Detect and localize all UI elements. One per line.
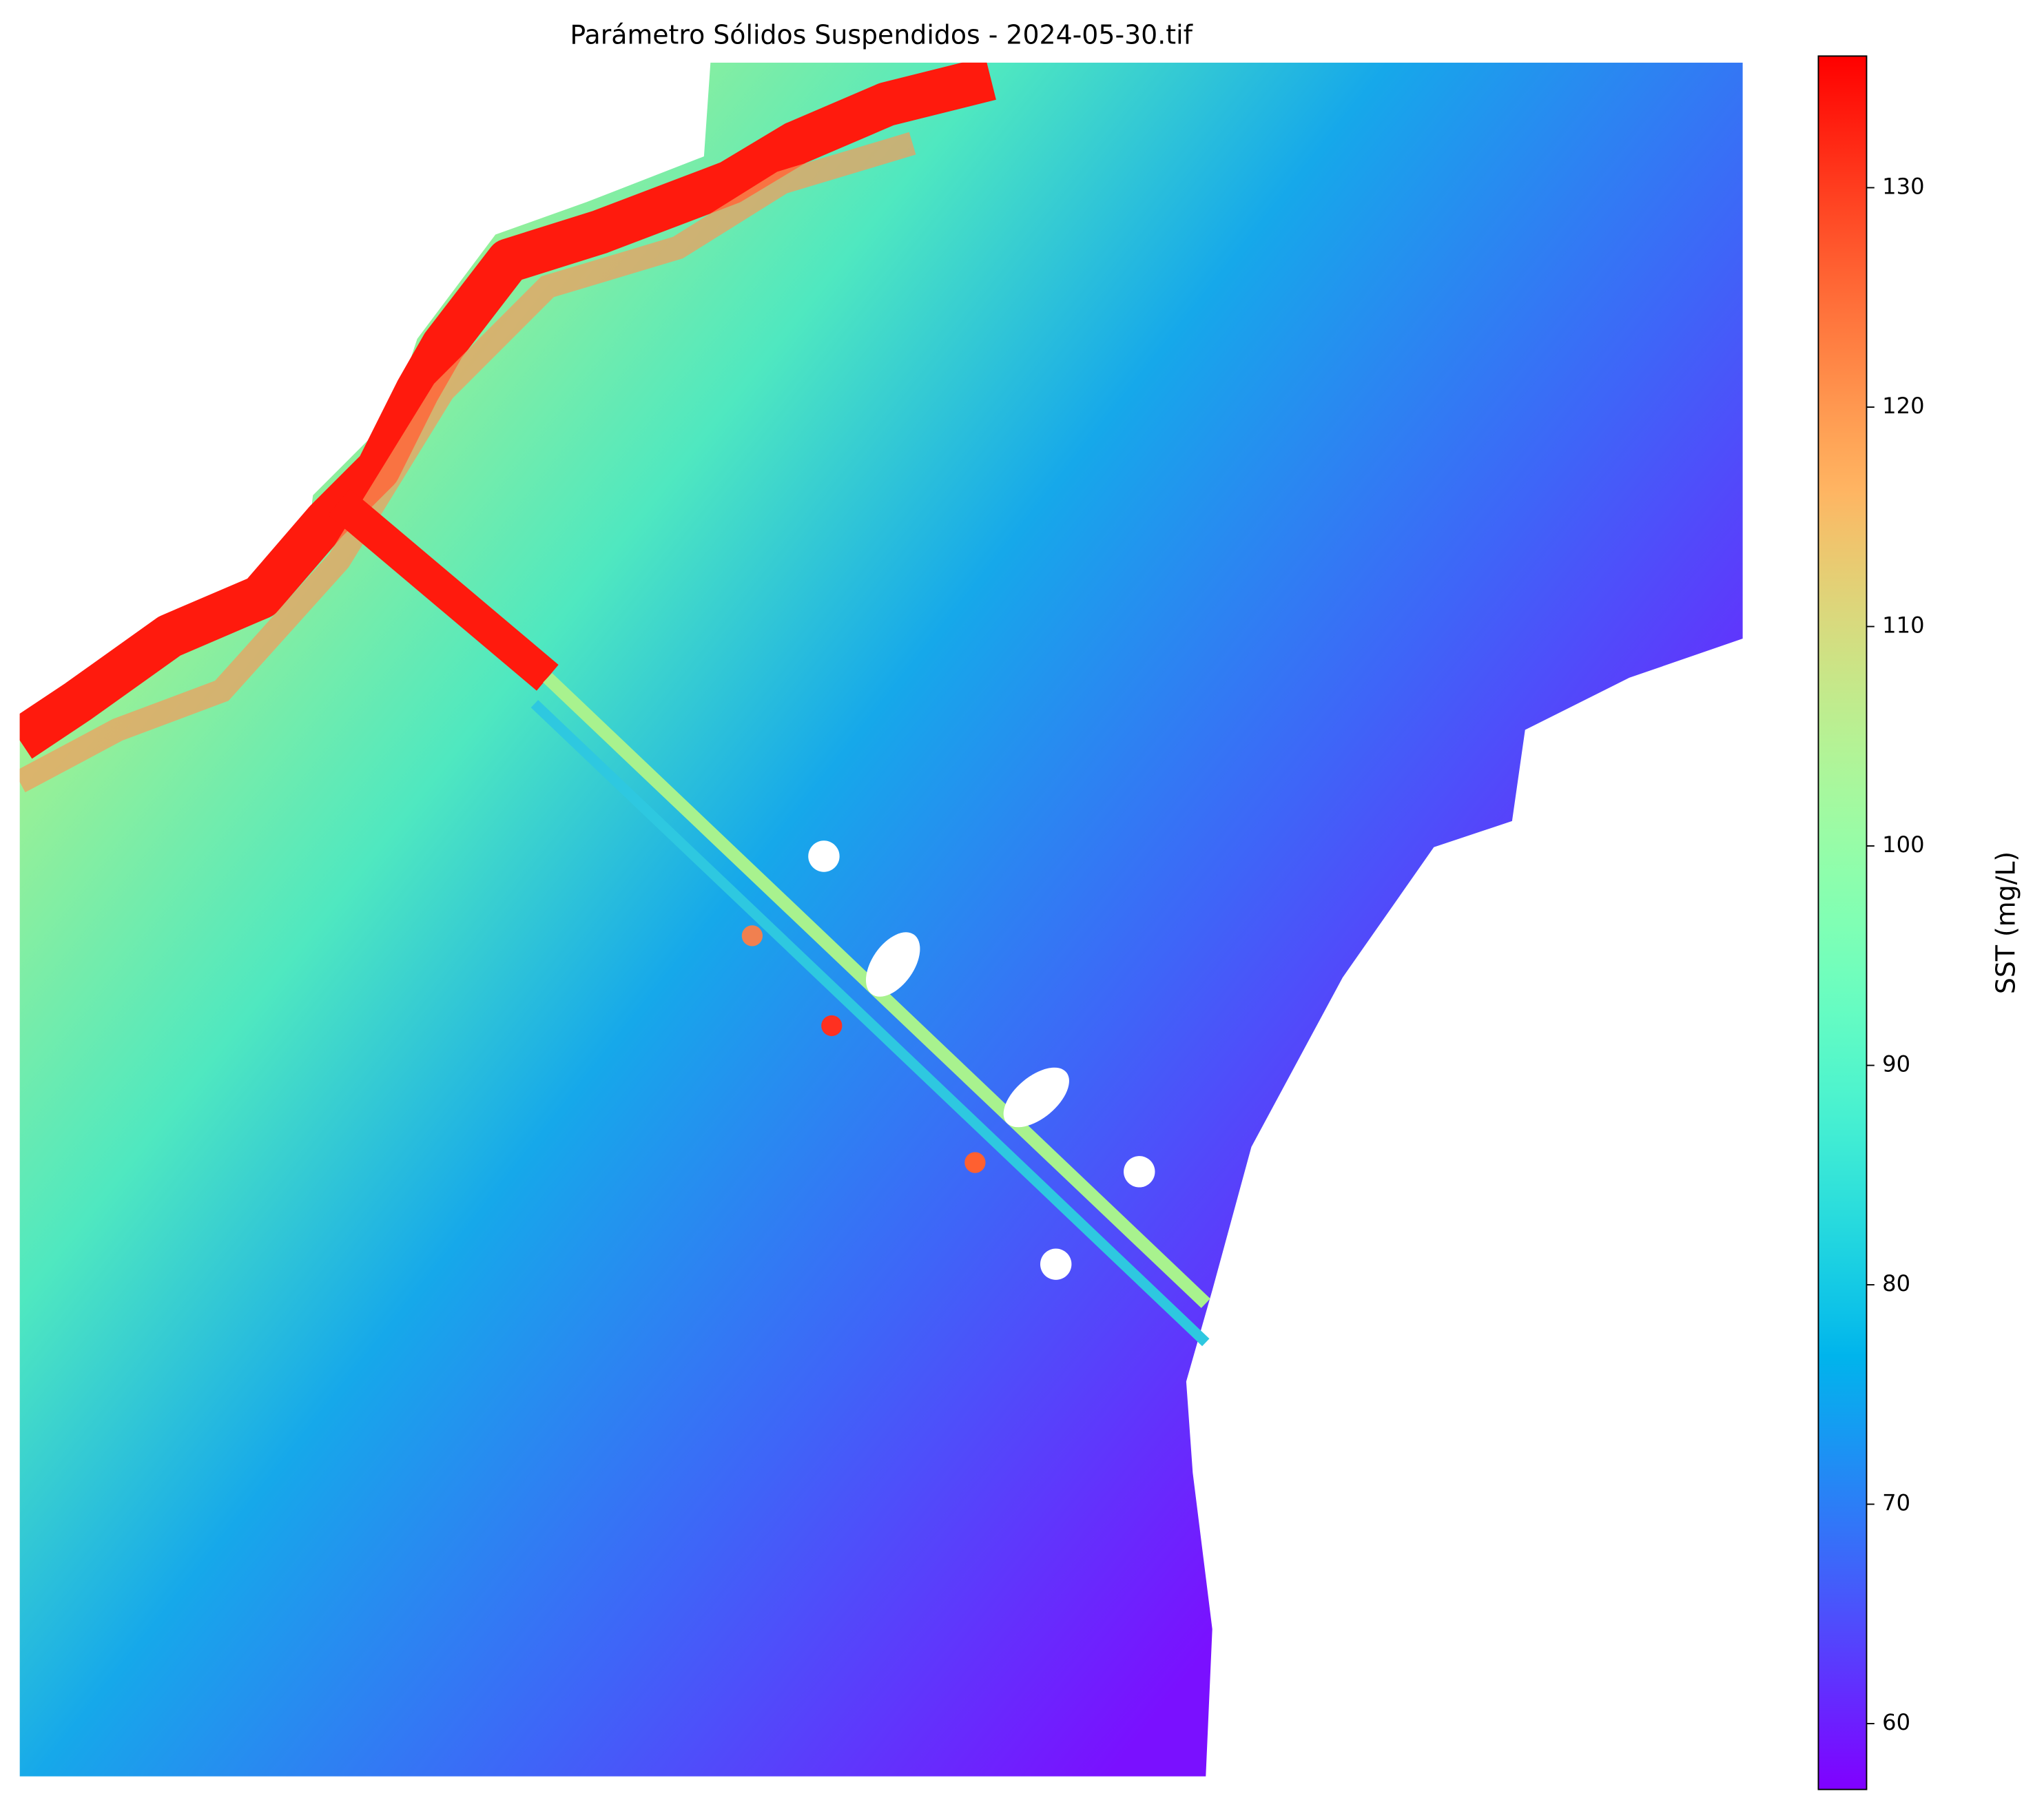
raster-map xyxy=(19,62,1743,1777)
colorbar: SST (mg/L) 60 70 80 90 100 110 120 130 xyxy=(1817,55,2021,1790)
jetty xyxy=(328,488,559,691)
jetty xyxy=(530,700,1210,1347)
coast-band-warm xyxy=(19,132,916,793)
colorbar-tick-label: 60 xyxy=(1882,1709,1910,1735)
colorbar-tick-label: 80 xyxy=(1882,1270,1910,1296)
islands xyxy=(741,840,1155,1280)
water xyxy=(19,62,1743,1777)
colorbar-tick-label: 100 xyxy=(1882,831,1924,858)
chart-title: Parámetro Sólidos Suspendidos - 2024-05-… xyxy=(570,19,1193,50)
coast-band xyxy=(19,62,996,759)
colorbar-tick-label: 70 xyxy=(1882,1490,1910,1516)
colorbar-label: SST (mg/L) xyxy=(1990,851,2021,994)
colorbar-tick-label: 130 xyxy=(1882,173,1924,199)
colorbar-body xyxy=(1817,55,1868,1790)
colorbar-tick-label: 120 xyxy=(1882,393,1924,419)
colorbar-tick-label: 110 xyxy=(1882,612,1924,638)
colorbar-tick-label: 90 xyxy=(1882,1051,1910,1077)
